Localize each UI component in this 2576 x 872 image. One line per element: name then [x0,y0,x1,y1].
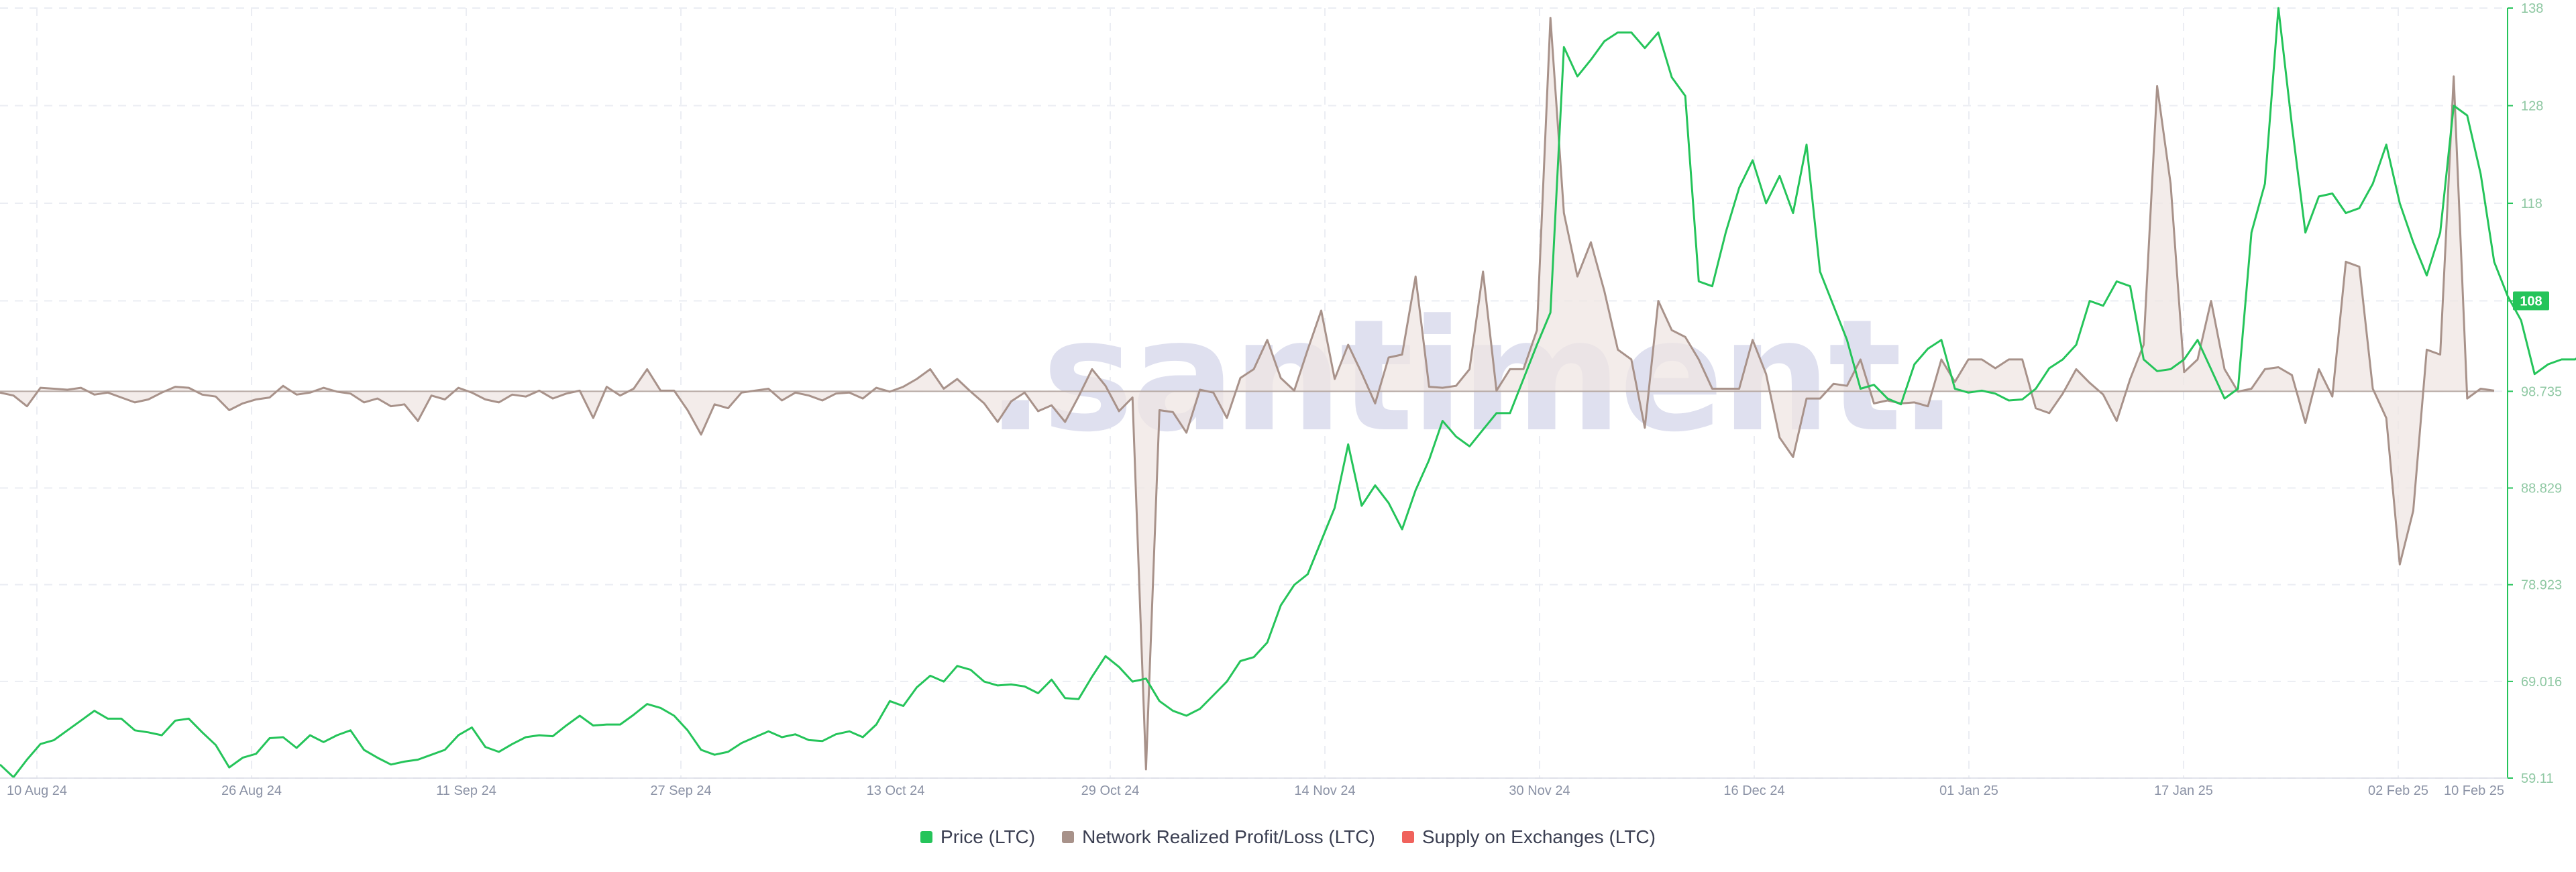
x-tick-label: 29 Oct 24 [1081,783,1140,798]
y-axis-ticks: 59.11 69.016 78.923 88.829 98.735 108 118 128 13… [2508,1,2562,786]
legend-item[interactable]: Price (LTC) [920,826,1035,848]
y-tick-label: 118 [2521,197,2542,211]
legend-swatch [920,831,933,843]
legend-label: Supply on Exchanges (LTC) [1421,826,1656,847]
x-tick-label: 02 Feb 25 [2368,783,2428,798]
x-tick-label: 10 Feb 25 [2444,783,2504,798]
profit-loss-fill [0,17,2494,770]
y-tick-label: 78.923 [2521,578,2562,593]
y-tick-label: 69.016 [2521,675,2562,690]
y-tick-label: 59.11 [2521,771,2554,786]
legend-swatch [1401,831,1414,843]
x-tick-label: 14 Nov 24 [1294,783,1355,798]
y-tick-label: 98.735 [2521,384,2562,399]
series-lines [0,7,2576,779]
chart-legend: Price (LTC) Network Realized Profit/Loss … [0,824,2576,851]
last-value-badge: 108 [2513,291,2549,311]
y-tick-label: 88.829 [2521,482,2562,496]
x-tick-label: 13 Oct 24 [867,783,925,798]
x-tick-label: 17 Jan 25 [2154,783,2213,798]
y-tick-label: 138 [2521,1,2543,16]
x-tick-label: 11 Sep 24 [436,783,496,798]
profit-loss-area [0,17,2494,770]
legend-item[interactable]: Supply on Exchanges (LTC) [1401,826,1656,848]
legend-label: Network Realized Profit/Loss (LTC) [1082,826,1375,847]
legend-item[interactable]: Network Realized Profit/Loss (LTC) [1062,826,1375,848]
x-tick-label: 16 Dec 24 [1723,783,1784,798]
x-tick-label: 26 Aug 24 [221,783,282,798]
x-tick-label: 27 Sep 24 [650,783,711,798]
x-tick-label: 01 Jan 25 [1939,783,1998,798]
badge-text: 108 [2520,294,2542,309]
x-tick-label: 10 Aug 24 [7,783,67,798]
legend-label: Price (LTC) [941,826,1036,847]
profit-loss-line [0,17,2495,771]
x-axis-ticks: 10 Aug 24 26 Aug 24 11 Sep 24 27 Sep 24 13 O… [7,783,2504,798]
badge-bg [2513,291,2549,311]
legend-swatch [1062,831,1075,843]
price-line [0,7,2576,779]
y-tick-label: 128 [2521,99,2543,114]
x-tick-label: 30 Nov 24 [1509,783,1570,798]
